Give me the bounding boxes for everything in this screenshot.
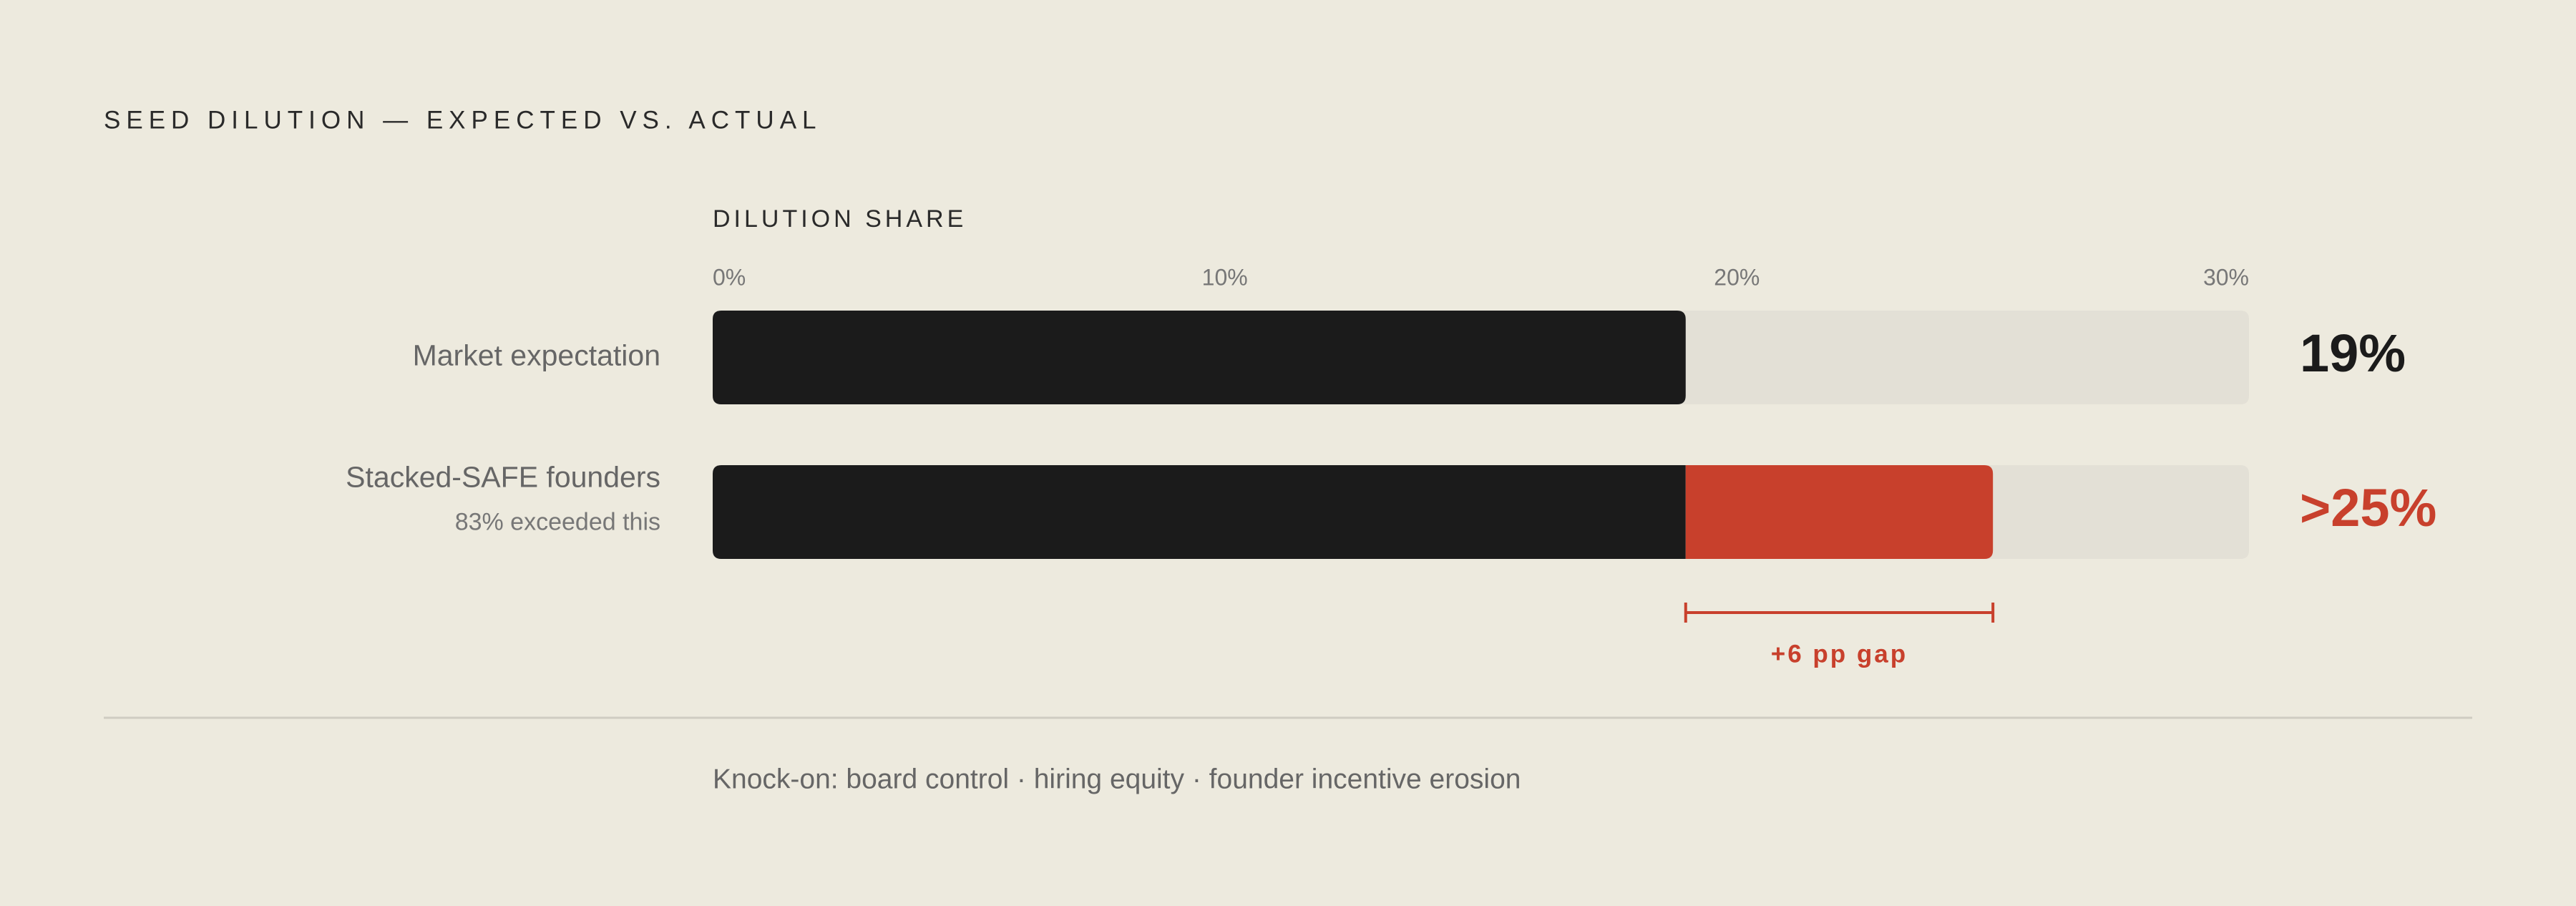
- axis-label: DILUTION SHARE: [713, 205, 967, 233]
- x-tick-label: 30%: [2203, 264, 2249, 290]
- end-label: 19%: [2300, 323, 2406, 383]
- category-label: Market expectation: [413, 338, 660, 371]
- x-tick-label: 10%: [1202, 264, 1248, 290]
- bar-segment: [1685, 465, 1994, 559]
- x-tick-label: 20%: [1714, 264, 1760, 290]
- x-tick-label: 0%: [713, 264, 746, 290]
- footnote: Knock-on: board control · hiring equity …: [713, 764, 1521, 794]
- category-note: 83% exceeded this: [455, 508, 660, 535]
- end-label: >25%: [2300, 478, 2436, 537]
- gap-label: +6 pp gap: [1771, 640, 1908, 668]
- chart-title: SEED DILUTION — EXPECTED VS. ACTUAL: [104, 106, 822, 134]
- category-label: Stacked-SAFE founders: [346, 460, 660, 493]
- bar-segment: [713, 465, 1686, 559]
- bar-segment: [713, 311, 1686, 404]
